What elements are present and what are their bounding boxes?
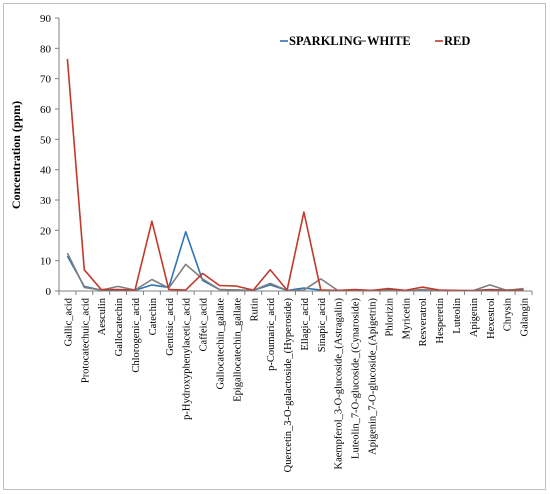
x-tick-label: Apigenin: [469, 297, 480, 337]
legend-label: RED: [444, 34, 470, 48]
x-tick-label: Kaempferol_3-O-glucoside_(Astragalin): [334, 298, 345, 470]
x-axis-ticks: Gallic_acid Protocatechuic_acid Aesculin Ga…: [58, 291, 533, 473]
y-tick-label: 10: [40, 256, 52, 268]
x-tick-label: Aesculin: [97, 297, 108, 335]
y-axis-ticks: 0 10 20 30 40 50 60 70 80 90: [40, 13, 59, 298]
x-tick-label: Phlorizin: [384, 297, 395, 336]
y-axis-label: Concentration (ppm): [9, 101, 23, 209]
x-tick-label: Luteolin_7-O-glucoside_(Cynaroside): [351, 298, 362, 459]
x-tick-label: Galangin: [520, 297, 531, 336]
x-tick-label: Gallocatechin_gallate: [215, 298, 226, 390]
legend: SPARKLING WHITE RED: [280, 34, 470, 48]
y-tick-label: 0: [46, 286, 52, 298]
x-tick-label: Resveratrol: [418, 298, 429, 346]
x-tick-label: Chlorogenic_acid: [131, 297, 142, 372]
x-tick-label: Hesperetin: [435, 297, 446, 343]
x-tick-label: Luteolin: [452, 297, 463, 333]
x-tick-label: Gallocatechin: [114, 297, 125, 356]
series-lines: [66, 58, 524, 292]
x-tick-label: Hexestrol: [486, 298, 497, 339]
x-tick-label: Gallic_acid: [63, 297, 74, 346]
x-tick-label: Ellagic_acid: [300, 297, 311, 350]
x-tick-label: Protocatechuic_acid: [80, 297, 91, 383]
legend-label: SPARKLING: [289, 34, 363, 48]
y-tick-label: 70: [40, 74, 52, 86]
x-tick-label: Epigallocatechin_gallate: [232, 298, 243, 402]
y-tick-label: 30: [40, 195, 52, 207]
series-line-sparkling: [66, 231, 524, 292]
x-tick-label: Chrysin: [503, 297, 514, 331]
x-tick-label: p-Coumaric_acid: [266, 297, 277, 371]
x-tick-label: Myricetin: [401, 297, 412, 339]
y-tick-label: 90: [40, 13, 52, 25]
y-tick-label: 40: [40, 165, 52, 177]
x-tick-label: Gentisic_acid: [165, 297, 176, 355]
legend-label: WHITE: [367, 34, 411, 48]
y-tick-label: 20: [40, 225, 52, 237]
x-tick-label: Caffeic_acid: [199, 297, 210, 351]
series-line-red: [66, 58, 524, 292]
chart-frame: [3, 3, 546, 490]
x-tick-label: Sinapic_acid: [317, 297, 328, 352]
x-tick-label: Quercetin_3-O-galactoside_(Hyperoside): [283, 298, 294, 473]
x-tick-label: Catechin: [148, 297, 159, 335]
x-tick-label: Apigenin_7-O-glucoside_(Apigetrin): [368, 298, 379, 455]
y-tick-label: 60: [40, 104, 52, 116]
x-tick-label: Rutin: [249, 297, 260, 321]
y-tick-label: 50: [40, 134, 52, 146]
x-tick-label: p-Hydroxyphenylacetic_acid: [182, 297, 193, 420]
y-tick-label: 80: [40, 43, 52, 55]
